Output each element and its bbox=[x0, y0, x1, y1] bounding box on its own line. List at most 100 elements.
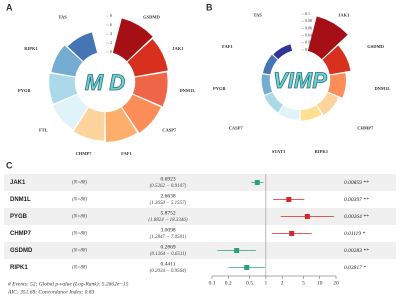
row-n: (N=88) bbox=[72, 266, 87, 271]
x-tick-label: 2 bbox=[281, 280, 284, 286]
hr-label: 0.4411 bbox=[161, 261, 176, 267]
radial-bar bbox=[321, 44, 352, 75]
radial-tick-label: 0 bbox=[110, 49, 112, 54]
category-label: TAS bbox=[253, 12, 262, 17]
row-name: RIPK1 bbox=[10, 265, 28, 271]
hr-marker bbox=[254, 180, 260, 185]
radial-bar bbox=[48, 72, 78, 105]
row-name: DNM1L bbox=[10, 197, 31, 203]
category-label: TAS bbox=[58, 14, 67, 19]
category-label: CHMP7 bbox=[357, 125, 374, 130]
x-tick-label: 1 bbox=[265, 280, 268, 286]
p-label: 0.00283 ** bbox=[344, 248, 369, 254]
category-label: DNM1L bbox=[374, 86, 390, 91]
panel-label: B bbox=[206, 2, 213, 12]
ci-label: (1.8824 − 18.3346) bbox=[148, 218, 188, 223]
radial-bar bbox=[300, 104, 323, 122]
x-tick-label: 0.1 bbox=[209, 280, 216, 286]
x-tick-label: 5 bbox=[302, 280, 305, 286]
center-text: VIMP bbox=[273, 68, 327, 93]
hr-label: 2.6638 bbox=[160, 193, 175, 199]
p-label: 0.03817 * bbox=[344, 265, 366, 271]
category-label: JAK1 bbox=[338, 12, 350, 17]
p-label: 0.01119 * bbox=[344, 231, 365, 237]
radial-tick-label: 0.02 bbox=[305, 40, 312, 45]
radial-bar bbox=[72, 106, 105, 142]
radial-bar bbox=[105, 106, 138, 143]
category-label: CASP7 bbox=[229, 125, 244, 130]
radial-bar bbox=[52, 93, 89, 131]
p-label: 0.00859 ** bbox=[344, 180, 369, 186]
hr-marker bbox=[304, 214, 310, 219]
category-label: DNM1L bbox=[179, 88, 195, 93]
ci-label: (1.2847 − 7.0501) bbox=[150, 235, 187, 240]
radial-bar bbox=[50, 44, 84, 77]
row-name: CHMP7 bbox=[10, 231, 32, 237]
row-n: (N=88) bbox=[72, 232, 87, 237]
row-n: (N=88) bbox=[72, 249, 87, 254]
ci-label: (1.3650 − 5.1557) bbox=[150, 201, 187, 206]
radial-tick-label: 8 bbox=[110, 13, 112, 18]
ci-label: (0.1264 − 0.6511) bbox=[150, 252, 187, 257]
radial-tick-label: 0.06 bbox=[305, 25, 312, 30]
radial-bar bbox=[112, 17, 154, 62]
x-tick-label: 0.5 bbox=[246, 280, 253, 286]
radial-tick-label: 4 bbox=[110, 31, 112, 36]
category-label: FAF1 bbox=[222, 44, 233, 49]
radial-tick-label: 0.1 bbox=[305, 11, 310, 16]
radial-tick-label: 6 bbox=[110, 22, 112, 27]
center-text: M D bbox=[85, 70, 125, 95]
hr-label: 0.6923 bbox=[160, 176, 175, 182]
category-label: FTL bbox=[39, 127, 48, 132]
radial-tick-label: 0.08 bbox=[305, 18, 312, 23]
row-band bbox=[4, 242, 396, 259]
category-label: FAF1 bbox=[121, 151, 132, 156]
row-name: JAK1 bbox=[10, 180, 26, 186]
category-label: STAT3 bbox=[272, 149, 286, 154]
row-band bbox=[4, 174, 396, 191]
category-label: CHMP7 bbox=[76, 151, 93, 156]
category-label: PYGB bbox=[213, 86, 226, 91]
radial-bar bbox=[132, 71, 169, 107]
hr-label: 3.0098 bbox=[160, 227, 175, 233]
radial-bar bbox=[121, 93, 162, 134]
row-band bbox=[4, 208, 396, 225]
radial-bar bbox=[67, 31, 98, 62]
x-tick-label: 20 bbox=[333, 280, 339, 286]
category-label: RIPK1 bbox=[24, 46, 38, 51]
footer-text: AIC: 351.69; Concordance Index: 0.83 bbox=[7, 289, 94, 295]
category-label: GSDMD bbox=[143, 14, 161, 19]
row-name: PYGB bbox=[10, 214, 28, 220]
hr-marker bbox=[289, 231, 295, 236]
category-label: PYGB bbox=[18, 88, 31, 93]
hr-marker bbox=[244, 265, 250, 270]
inner-circle bbox=[76, 53, 134, 111]
panel-label: A bbox=[6, 2, 13, 12]
hr-marker bbox=[286, 197, 292, 202]
radial-bar bbox=[261, 73, 273, 96]
hr-label: 5.8752 bbox=[160, 210, 175, 216]
row-n: (N=88) bbox=[72, 181, 87, 186]
category-label: RIPK1 bbox=[315, 149, 329, 154]
category-label: JAK1 bbox=[172, 46, 184, 51]
x-tick-label: 10 bbox=[317, 280, 323, 286]
x-tick-label: 0.2 bbox=[225, 280, 232, 286]
radial-bar bbox=[307, 15, 349, 60]
p-label: 0.00397 ** bbox=[344, 197, 369, 203]
radial-bar bbox=[263, 91, 284, 114]
category-label: CASP7 bbox=[162, 127, 177, 132]
ci-label: (0.2034 − 0.9564) bbox=[150, 269, 187, 274]
hr-marker bbox=[234, 248, 240, 253]
category-label: GSDMD bbox=[367, 44, 385, 49]
radial-bar bbox=[327, 72, 347, 99]
hr-label: 0.2869 bbox=[160, 244, 175, 250]
footer-text: # Events: 52; Global p-value (Log-Rank):… bbox=[8, 280, 129, 287]
radial-bar bbox=[126, 38, 169, 77]
radial-bar bbox=[262, 54, 279, 75]
radial-bar bbox=[272, 43, 293, 60]
radial-bar bbox=[316, 91, 340, 116]
inner-circle bbox=[271, 51, 329, 109]
radial-bar bbox=[278, 104, 300, 121]
row-name: GSDMD bbox=[10, 248, 33, 254]
